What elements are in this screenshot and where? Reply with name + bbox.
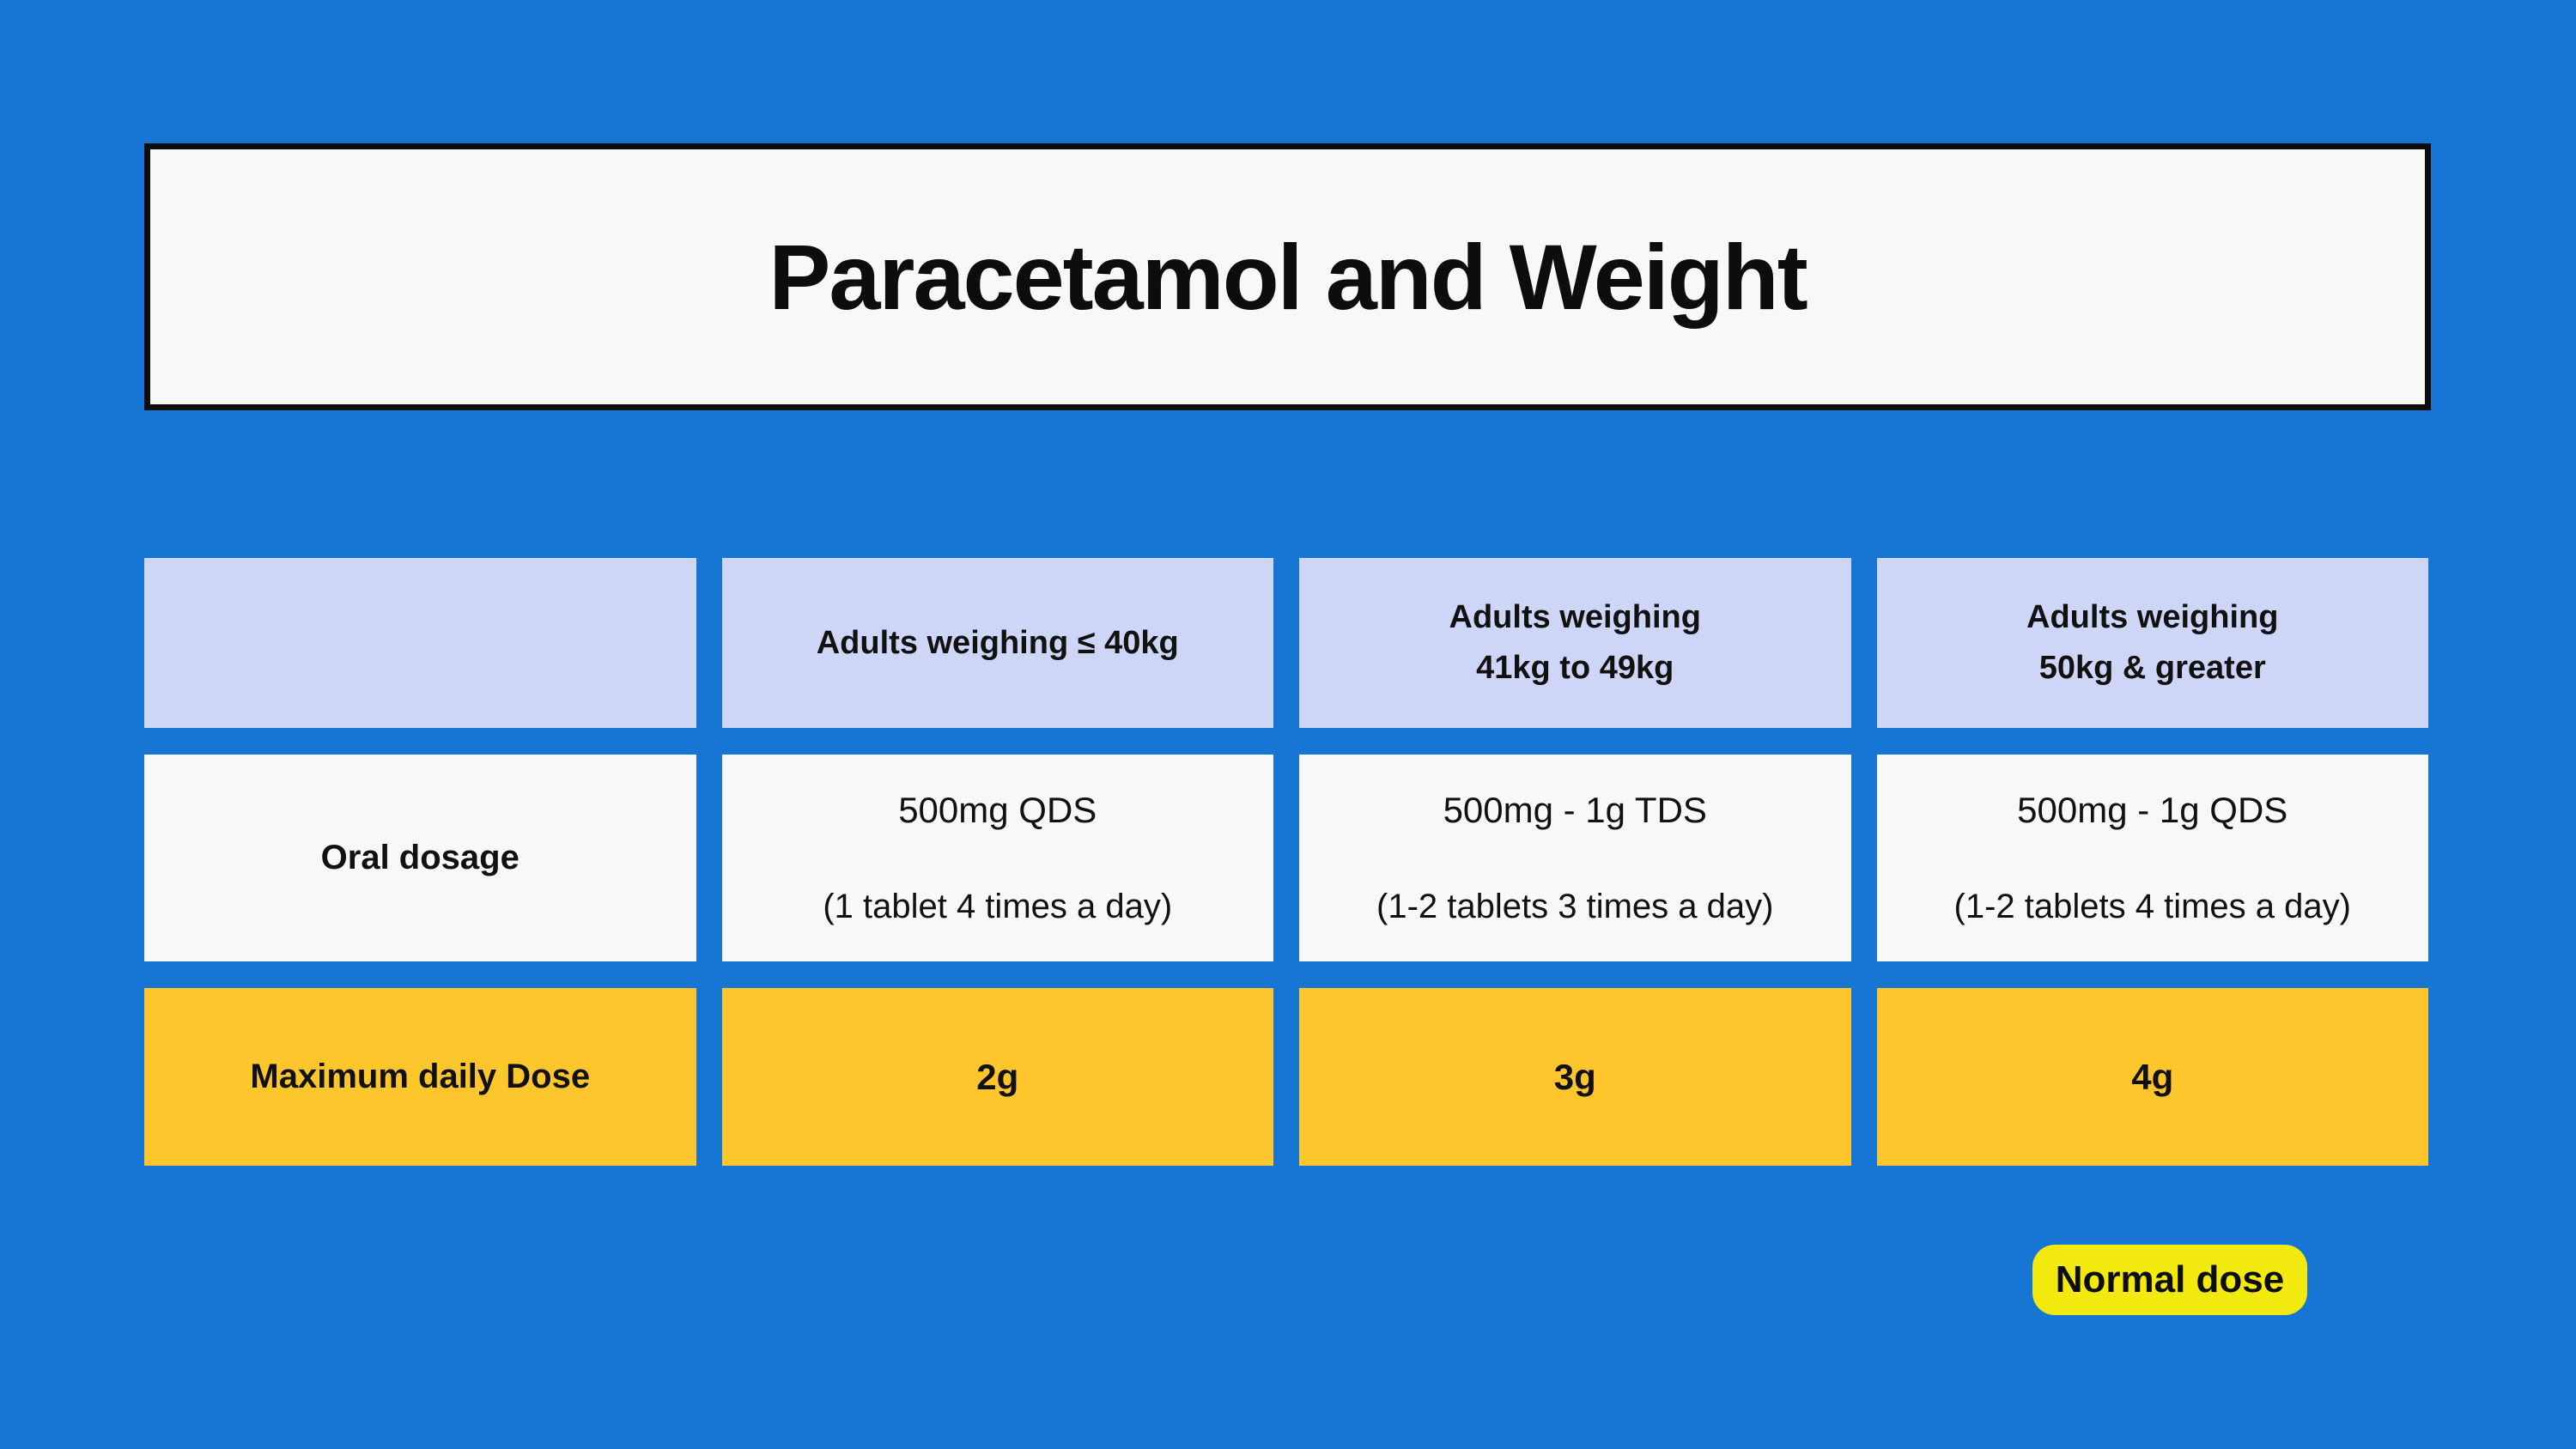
row-label-maximum-daily-dose: Maximum daily Dose [144,988,696,1166]
dose-detail: (1-2 tablets 4 times a day) [1953,888,2351,925]
dose-detail: (1 tablet 4 times a day) [823,888,1173,925]
header-cell-empty [144,558,696,728]
page-title: Paracetamol and Weight [769,225,1807,329]
oral-dosage-cell-under-40kg: 500mg QDS (1 tablet 4 times a day) [721,755,1273,961]
dose-detail: (1-2 tablets 3 times a day) [1376,888,1774,925]
normal-dose-badge: Normal dose [2032,1245,2307,1315]
dose-text: 500mg - 1g TDS [1443,790,1707,830]
max-dose-cell-under-40kg: 2g [721,988,1273,1166]
oral-dosage-cell-41-to-49kg: 500mg - 1g TDS (1-2 tablets 3 times a da… [1299,755,1851,961]
header-cell-50kg-and-greater: Adults weighing 50kg & greater [1876,558,2428,728]
row-label-oral-dosage: Oral dosage [144,755,696,961]
dose-text: 500mg QDS [898,790,1097,830]
max-dose-cell-41-to-49kg: 3g [1299,988,1851,1166]
dose-text: 500mg - 1g QDS [2017,790,2288,830]
max-dose-cell-50kg-and-greater: 4g [1876,988,2428,1166]
header-cell-41-to-49kg: Adults weighing 41kg to 49kg [1299,558,1851,728]
title-box: Paracetamol and Weight [144,143,2431,410]
oral-dosage-cell-50kg-and-greater: 500mg - 1g QDS (1-2 tablets 4 times a da… [1876,755,2428,961]
header-cell-under-40kg: Adults weighing ≤ 40kg [721,558,1273,728]
dosage-table: Adults weighing ≤ 40kg Adults weighing 4… [144,558,2428,1166]
